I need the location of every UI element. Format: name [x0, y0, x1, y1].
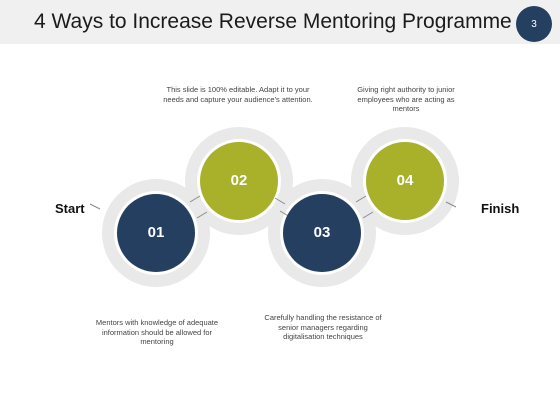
- step-number-02: 02: [230, 172, 248, 189]
- step-description-03: Carefully handling the resistance of sen…: [264, 313, 382, 341]
- connector-01-02b: [196, 211, 208, 219]
- step-circle-02: [200, 142, 278, 220]
- start-label: Start: [55, 201, 85, 216]
- header-bar: [0, 0, 560, 44]
- connector-02-03a: [274, 197, 286, 205]
- step-number-04: 04: [396, 172, 414, 189]
- step-description-04: Giving right authority to junior employe…: [357, 85, 455, 113]
- connector-start: [89, 203, 101, 210]
- step-number-03: 03: [313, 224, 331, 241]
- slide-title: 4 Ways to Increase Reverse Mentoring Pro…: [34, 10, 512, 33]
- connector-03-04b: [362, 211, 374, 219]
- ring-03: [268, 179, 376, 287]
- step-circle-03: [283, 194, 361, 272]
- step-circle-04: [366, 142, 444, 220]
- ring-04: [351, 127, 459, 235]
- step-number-01: 01: [147, 224, 165, 241]
- step-circle-01: [117, 194, 195, 272]
- ring-02: [185, 127, 293, 235]
- finish-label: Finish: [481, 201, 520, 216]
- connector-03-04a: [355, 195, 367, 203]
- ring-01: [102, 179, 210, 287]
- connector-01-02a: [189, 195, 201, 203]
- connector-finish: [445, 201, 457, 208]
- step-description-01: Mentors with knowledge of adequate infor…: [95, 318, 219, 346]
- step-description-02: This slide is 100% editable. Adapt it to…: [163, 85, 313, 104]
- page-number-badge: 3: [516, 6, 552, 42]
